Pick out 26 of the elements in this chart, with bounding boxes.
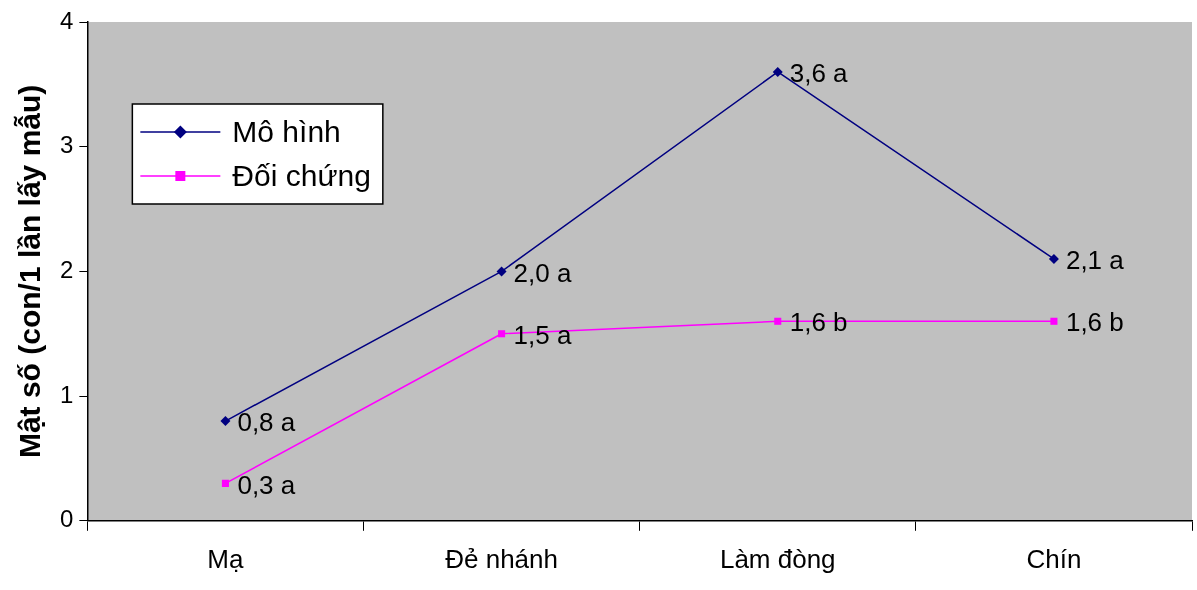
point — [221, 479, 229, 487]
point — [220, 416, 231, 427]
data-label: 0,3 a — [237, 469, 296, 500]
x-tick-label: Làm đòng — [719, 543, 836, 574]
data-label: 3,6 a — [789, 58, 849, 89]
data-label: 2,0 a — [513, 257, 572, 288]
point — [774, 317, 782, 325]
y-axis-title: Mật số (con/1 lần lấy mẫu) — [13, 84, 47, 459]
x-tick-label: Đẻ nhánh — [445, 543, 558, 574]
x-tick-label: Chín — [1026, 543, 1082, 574]
y-tick-label: 4 — [59, 6, 74, 34]
y-tick-label: 0 — [59, 505, 74, 533]
y-tick-label: 1 — [59, 380, 74, 408]
point — [1048, 253, 1059, 264]
data-label: 1,6 b — [1065, 307, 1124, 338]
y-tick-label: 3 — [59, 131, 74, 159]
x-tick-label: Mạ — [207, 543, 245, 574]
point — [772, 66, 783, 77]
data-label: 0,8 a — [237, 407, 296, 438]
legend-label: Đối chứng — [232, 159, 371, 193]
point — [496, 266, 507, 277]
y-tick-label: 2 — [59, 256, 74, 284]
point — [1050, 317, 1058, 325]
point — [498, 330, 506, 338]
data-label: 2,1 a — [1065, 245, 1125, 276]
legend-label: Mô hình — [232, 115, 341, 149]
